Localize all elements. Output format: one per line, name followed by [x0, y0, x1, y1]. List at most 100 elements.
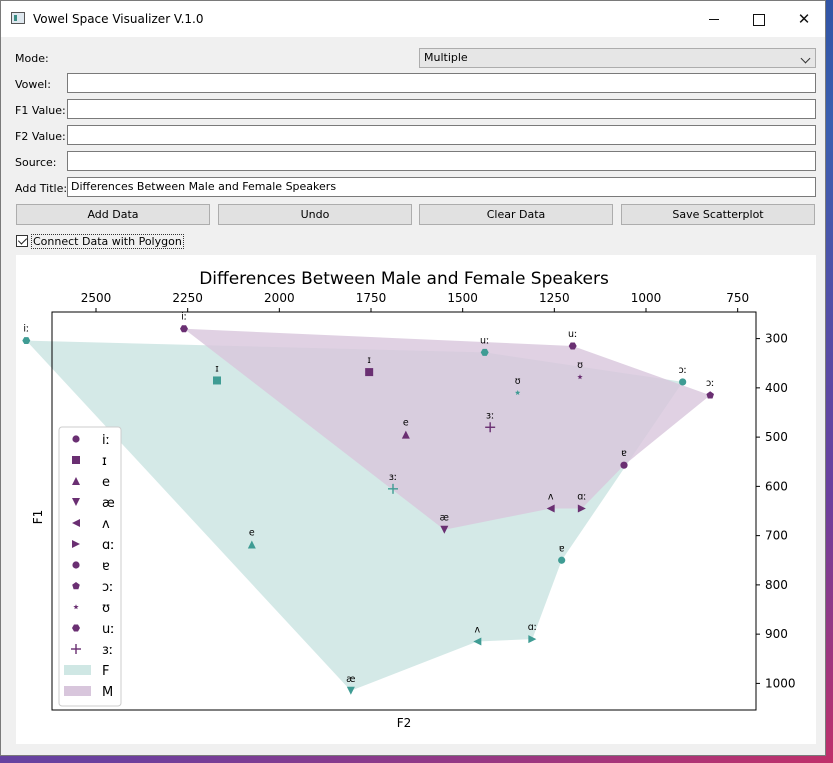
point-label-m-5: ɑː	[577, 492, 586, 503]
point-m-2-shape	[401, 430, 410, 439]
legend-marker-6	[72, 561, 80, 569]
point-label-m-3: æ	[440, 513, 449, 524]
point-m-1	[365, 368, 374, 377]
vowel-input[interactable]	[67, 73, 816, 93]
point-f-2-shape	[247, 540, 256, 549]
point-f-10	[388, 483, 398, 494]
legend-marker-8	[73, 604, 79, 610]
point-m-9-shape	[568, 342, 577, 350]
x-tick-label-7: 750	[726, 291, 749, 305]
legend-label-3: æ	[102, 496, 115, 511]
legend-marker-0	[72, 435, 80, 443]
point-m-6	[620, 461, 628, 469]
legend-marker-2	[72, 477, 80, 485]
point-f-6	[558, 556, 566, 564]
close-button[interactable]: ✕	[781, 1, 827, 37]
legend-label-10: ɜː	[102, 643, 113, 658]
point-label-f-6: ɐ	[559, 543, 565, 554]
save-scatterplot-button[interactable]: Save Scatterplot	[621, 204, 815, 225]
app-icon	[11, 12, 25, 24]
y-tick-label-3: 600	[765, 479, 788, 493]
point-label-f-4: ʌ	[475, 625, 481, 636]
legend-marker-1-shape	[72, 456, 80, 464]
point-f-8	[515, 390, 521, 395]
add-data-button[interactable]: Add Data	[16, 204, 210, 225]
x-tick-label-6: 1000	[631, 291, 662, 305]
point-label-f-3: æ	[346, 674, 355, 685]
chart-title: Differences Between Male and Female Spea…	[199, 269, 609, 289]
close-icon: ✕	[797, 10, 811, 28]
vowel-chart: Differences Between Male and Female Spea…	[22, 269, 796, 730]
legend-marker-0-shape	[72, 435, 80, 443]
legend-marker-7	[72, 582, 80, 590]
legend-patch-12	[64, 686, 91, 696]
x-tick-label-2: 2000	[264, 291, 295, 305]
point-m-7-shape	[706, 391, 714, 399]
legend-patch-11	[64, 665, 91, 675]
point-label-m-4: ʌ	[548, 492, 554, 503]
y-tick-label-5: 800	[765, 578, 788, 592]
point-label-m-9: uː	[568, 329, 577, 340]
legend-label-11: F	[102, 664, 109, 679]
y-tick-label-4: 700	[765, 529, 788, 543]
legend-label-1: ɪ	[102, 454, 107, 469]
legend-label-2: e	[102, 475, 110, 490]
polygon-checkbox-label[interactable]: Connect Data with Polygon	[31, 234, 184, 249]
point-f-4	[473, 637, 482, 646]
point-label-m-7: ɔː	[706, 378, 714, 389]
point-f-3	[346, 686, 355, 695]
title-label: Add Title:	[15, 182, 68, 195]
point-label-f-8: ʊ	[515, 376, 521, 387]
point-f-0-shape	[22, 337, 31, 344]
point-m-1-shape	[365, 368, 374, 377]
clear-data-button[interactable]: Clear Data	[419, 204, 613, 225]
point-f-5	[528, 635, 537, 644]
source-label: Source:	[15, 156, 57, 169]
point-label-f-10: ɜː	[389, 472, 397, 483]
point-m-3	[440, 525, 449, 534]
point-label-f-9: uː	[480, 335, 489, 346]
legend-label-0: iː	[102, 433, 110, 448]
legend-label-5: ɑː	[102, 538, 115, 553]
point-m-3-shape	[440, 525, 449, 534]
legend-marker-9	[72, 624, 80, 632]
legend-marker-5	[72, 540, 80, 548]
point-f-1-shape	[213, 376, 221, 385]
legend-marker-2-shape	[72, 477, 80, 485]
vowel-label: Vowel:	[15, 78, 51, 91]
legend-label-8: ʊ	[102, 601, 110, 616]
undo-button[interactable]: Undo	[218, 204, 412, 225]
legend-label-12: M	[102, 685, 113, 700]
point-m-8	[577, 374, 583, 380]
point-f-5-shape	[528, 635, 537, 644]
mode-label: Mode:	[15, 52, 49, 65]
point-m-2	[401, 430, 410, 439]
maximize-icon	[753, 13, 765, 26]
point-f-1	[213, 376, 221, 385]
point-label-f-0: iː	[23, 324, 29, 335]
title-input[interactable]: Differences Between Male and Female Spea…	[67, 177, 816, 197]
axes-frame	[51, 311, 757, 711]
chevron-down-icon	[800, 53, 811, 64]
maximize-button[interactable]	[736, 1, 782, 37]
point-m-5	[577, 504, 586, 513]
legend-marker-3	[72, 498, 80, 506]
y-axis-label: F1	[31, 510, 45, 525]
mode-select[interactable]: Multiple	[419, 48, 816, 68]
point-f-9	[480, 348, 489, 356]
legend-label-7: ɔː	[102, 580, 114, 595]
legend-marker-3-shape	[72, 498, 80, 506]
polygon-checkbox[interactable]	[16, 235, 28, 247]
point-m-8-shape	[577, 374, 583, 380]
point-m-5-shape	[577, 504, 586, 513]
minimize-button[interactable]	[691, 1, 737, 37]
f1-input[interactable]	[67, 99, 816, 119]
source-input[interactable]	[67, 151, 816, 171]
f2-input[interactable]	[67, 125, 816, 145]
point-label-m-2: e	[403, 418, 409, 429]
x-axis-label: F2	[397, 716, 412, 730]
window-title: Vowel Space Visualizer V.1.0	[33, 12, 204, 26]
legend-box	[58, 426, 122, 707]
legend-marker-6-shape	[72, 561, 80, 569]
title-bar: Vowel Space Visualizer V.1.0 ✕	[1, 1, 825, 37]
